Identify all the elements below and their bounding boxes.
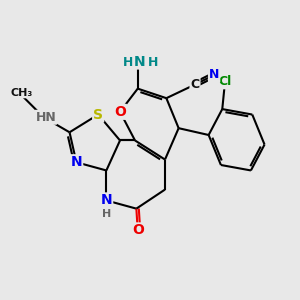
Text: N: N xyxy=(209,68,219,82)
Text: HN: HN xyxy=(35,111,56,124)
Text: N: N xyxy=(133,55,145,69)
Text: O: O xyxy=(132,224,144,238)
Text: H: H xyxy=(102,209,111,219)
Text: N: N xyxy=(70,155,82,169)
Text: Cl: Cl xyxy=(218,75,232,88)
Text: O: O xyxy=(114,105,126,119)
Text: N: N xyxy=(100,194,112,208)
Text: C: C xyxy=(190,78,200,91)
Text: S: S xyxy=(93,107,103,122)
Text: CH₃: CH₃ xyxy=(11,88,33,98)
Text: H: H xyxy=(148,56,158,69)
Text: H: H xyxy=(122,56,133,69)
